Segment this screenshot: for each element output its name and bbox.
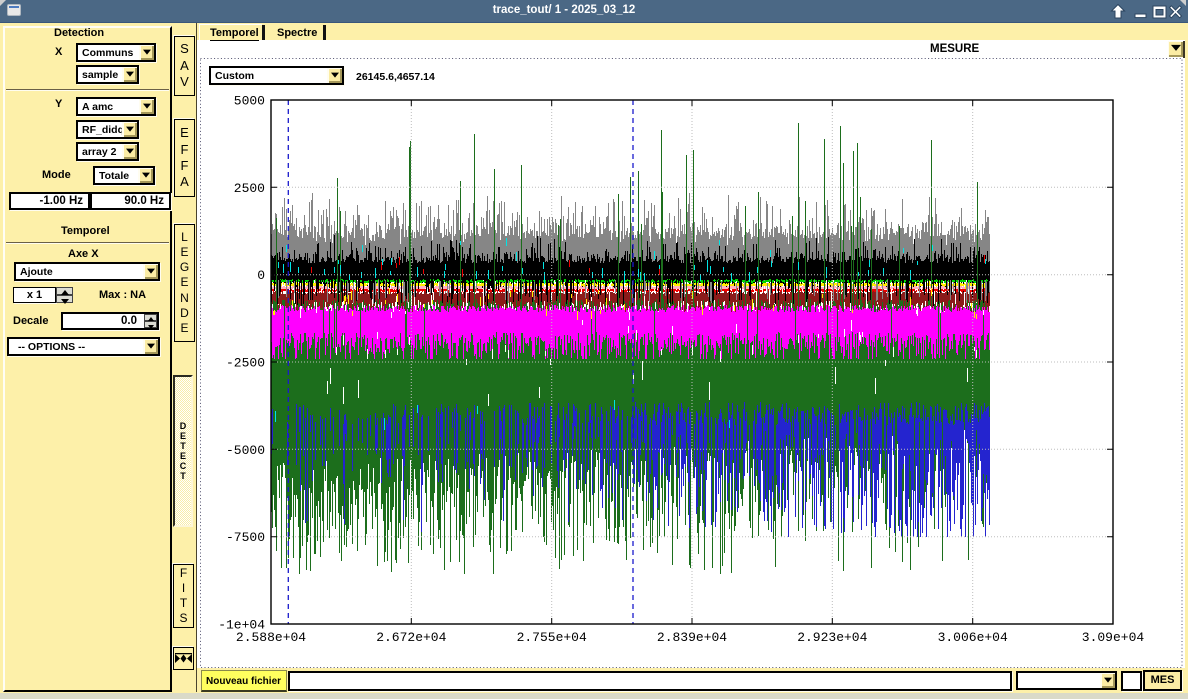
svg-text:2.923e+04: 2.923e+04 bbox=[797, 630, 867, 645]
svg-text:-2500: -2500 bbox=[226, 356, 265, 371]
svg-text:-7500: -7500 bbox=[226, 530, 265, 545]
svg-text:2.672e+04: 2.672e+04 bbox=[376, 630, 446, 645]
svg-text:5000: 5000 bbox=[234, 94, 265, 109]
svg-text:2500: 2500 bbox=[234, 181, 265, 196]
svg-text:3.09e+04: 3.09e+04 bbox=[1082, 630, 1145, 645]
svg-text:2.839e+04: 2.839e+04 bbox=[657, 630, 727, 645]
svg-text:2.755e+04: 2.755e+04 bbox=[517, 630, 587, 645]
svg-text:3.006e+04: 3.006e+04 bbox=[938, 630, 1008, 645]
svg-text:0: 0 bbox=[257, 268, 265, 283]
svg-text:2.588e+04: 2.588e+04 bbox=[236, 630, 306, 645]
svg-text:-1e+04: -1e+04 bbox=[218, 618, 265, 633]
svg-text:-5000: -5000 bbox=[226, 443, 265, 458]
